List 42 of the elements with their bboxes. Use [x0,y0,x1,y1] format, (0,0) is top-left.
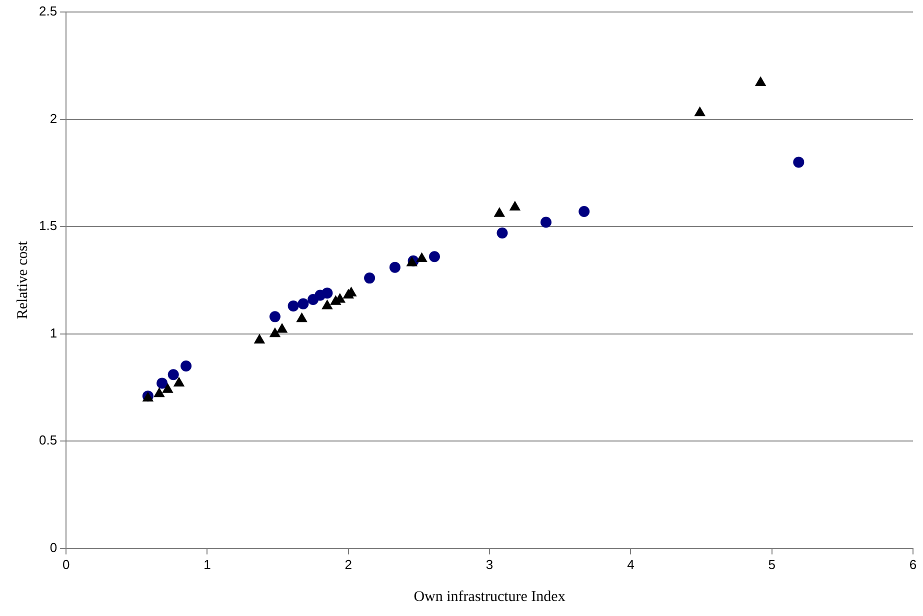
x-tick-label: 5 [768,556,776,572]
point [288,300,299,312]
point [389,262,400,273]
point [180,360,192,372]
point [496,227,508,238]
y-tick-label: 1.5 [38,218,58,234]
y-tick-label: 0 [50,540,58,555]
y-axis-title: Relative cost [14,240,31,320]
x-tick-label: 4 [627,556,634,572]
x-axis-title: Own infrastructure Index [414,588,566,605]
x-tick-label: 3 [486,556,494,572]
point [168,369,179,380]
point [494,207,506,217]
point [793,156,804,168]
point [269,327,281,338]
point [162,383,174,393]
y-tick-label: 2 [50,110,58,126]
point [296,312,308,322]
y-tick-label: 0.5 [38,432,58,448]
point [364,272,376,284]
point [269,311,280,322]
point [156,378,168,389]
point [173,376,185,386]
x-tick-label: 1 [204,556,211,572]
point [540,216,552,228]
point [298,298,309,310]
x-tick-label: 6 [909,556,917,572]
point [416,252,428,262]
point [276,323,288,333]
y-tick-label: 2.5 [38,4,58,19]
point [154,387,165,398]
point [694,106,706,116]
x-tick-label: 2 [344,556,352,572]
point [322,288,333,299]
point [578,206,590,218]
y-tick-label: 1 [50,325,58,340]
x-tick-label: 0 [62,556,70,572]
point [754,76,766,86]
point [509,200,521,210]
point [428,251,440,262]
point [254,334,266,344]
point [322,299,333,310]
